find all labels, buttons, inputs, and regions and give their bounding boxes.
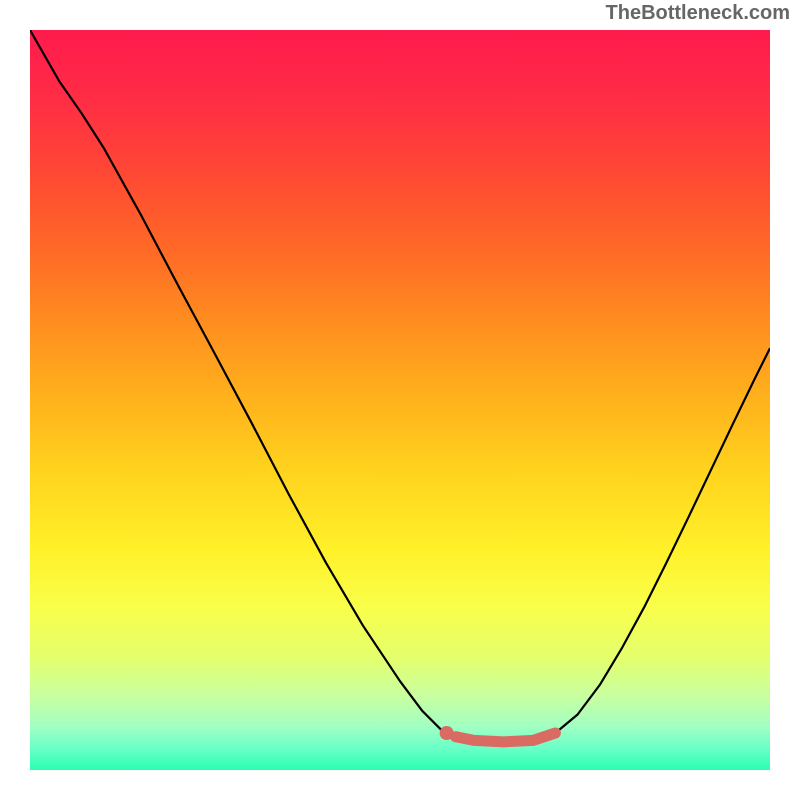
gradient-chart <box>30 30 770 770</box>
chart-area <box>30 30 770 770</box>
watermark-text: TheBottleneck.com <box>606 2 790 25</box>
chart-background <box>30 30 770 770</box>
highlight-dot <box>440 726 454 740</box>
